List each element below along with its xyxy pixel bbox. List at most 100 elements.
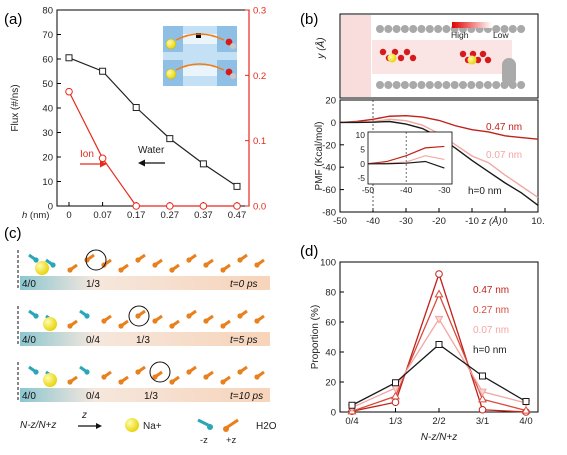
y-right-tick-label: 0.0 <box>253 202 266 213</box>
channel-bar <box>20 276 270 290</box>
plus-z-legend: +z <box>226 435 237 446</box>
panel-a-label: (a) <box>4 11 22 28</box>
y-tick-label: 30 <box>42 128 53 139</box>
x-tick-label: -40 <box>366 216 380 227</box>
data-point-water <box>65 54 73 62</box>
wall-atom <box>384 25 393 33</box>
water-oxygen-icon <box>203 318 209 324</box>
frame-time-label: t=0 ps <box>230 279 258 290</box>
y-tick-label: 20 <box>325 96 336 107</box>
y-right-tick-label: 0.1 <box>253 136 266 147</box>
water-oxygen-icon <box>101 318 107 324</box>
channel-pore-top <box>183 34 217 44</box>
highlight-ring <box>128 305 150 327</box>
water-oxygen-icon <box>135 257 141 263</box>
data-point-water <box>233 182 241 190</box>
wall-atom <box>417 25 426 33</box>
inset-pmf-line <box>368 160 445 169</box>
data-point-water <box>199 160 207 168</box>
wall-atom <box>517 81 526 89</box>
water-molecule-icon <box>225 38 233 46</box>
water-arrow-head <box>138 159 145 167</box>
highlight-ring <box>85 249 107 271</box>
water-oxygen-icon <box>33 257 39 263</box>
pmf-series-label: 0.47 nm <box>486 122 522 133</box>
y-tick-label: -80 <box>322 208 336 219</box>
snapshot-frame: 4/0 0/4 1/3 t=10 ps <box>17 361 270 402</box>
y-tick-label: 60 <box>42 55 53 66</box>
water-oxygen-icon <box>118 267 124 273</box>
water-molecule-icon <box>230 73 236 79</box>
wall-atom <box>376 81 384 89</box>
y-right-tick-label: 0.2 <box>253 71 266 82</box>
x-tick-label: 4/0 <box>519 416 532 427</box>
series-label: 0.07 nm <box>473 325 509 336</box>
channel-bar <box>20 388 270 402</box>
frame-left-label: 4/0 <box>22 279 36 290</box>
inset-x-tick-label: -30 <box>438 185 451 195</box>
wall-atom <box>392 81 401 89</box>
water-oxygen-icon <box>101 374 107 380</box>
series-label: h=0 nm <box>473 345 507 356</box>
heatmap-ylabel: y (Å) <box>314 37 327 59</box>
data-point-square <box>479 372 486 380</box>
y-tick-label: 20 <box>42 153 53 164</box>
panel-c-illustration: 4/0 1/3 t=0 ps 4/0 0/4 1/3 t=5 ps 4/0 0/4 1/3 t=10… <box>17 249 277 446</box>
x-tick-label: 0 <box>502 216 507 227</box>
panel-a-xlabel-var: h <box>22 210 27 221</box>
frame-left-label: 4/0 <box>22 391 36 402</box>
water-oxygen-icon <box>84 369 90 375</box>
wall-atom <box>425 25 434 33</box>
data-point-triangle-down <box>434 315 444 324</box>
water-oxygen-icon <box>203 262 209 268</box>
panel-d-chart: 0 20 40 60 80 100 0/4 1/3 2/2 3/1 4/0 0.47 nm 0.27… <box>310 258 539 443</box>
wall-atom <box>483 81 492 89</box>
pmf-xlabel: z (Å) <box>481 216 502 227</box>
inset-pmf-line <box>367 145 445 165</box>
na-ion-icon <box>125 418 139 432</box>
snapshot-frame: 4/0 1/3 t=0 ps <box>17 249 270 290</box>
ion-label: Ion <box>80 149 94 160</box>
water-molecule-icon <box>230 43 236 49</box>
water-oxygen-icon <box>169 267 175 273</box>
data-point-circle <box>435 270 443 278</box>
ratio-legend: N-z/N+z <box>20 420 56 431</box>
water-oxygen-icon <box>33 313 39 319</box>
snapshot-frame: 4/0 0/4 1/3 t=5 ps <box>17 305 270 346</box>
data-point-circle <box>478 405 487 414</box>
data-point-square <box>348 401 356 409</box>
water-oxygen-icon <box>237 369 243 375</box>
y-tick-label: 40 <box>42 104 53 115</box>
water-oxygen-icon <box>152 374 158 380</box>
x-tick-label: -10 <box>465 216 479 227</box>
data-point-square <box>392 379 399 387</box>
water-molecule-icon <box>225 68 233 76</box>
x-tick-label: 0.47 <box>228 210 247 221</box>
water-label: Water <box>138 145 165 156</box>
na-ion-icon <box>165 68 177 80</box>
water-oxygen-icon <box>152 262 158 268</box>
water-legend: H2O <box>256 421 277 432</box>
water-oxygen-icon <box>135 369 141 375</box>
y-tick-label: 20 <box>325 378 336 389</box>
x-tick-label: -50 <box>333 216 347 227</box>
y-tick-label: 50 <box>42 79 53 90</box>
wall-atom <box>376 25 384 33</box>
panel-a-xlabel-unit: (nm) <box>27 210 49 221</box>
data-point-ion <box>199 202 208 210</box>
water-oxygen-icon <box>254 374 260 380</box>
water-molecule <box>484 56 492 64</box>
panel-c-label: (c) <box>4 225 22 242</box>
water-molecule <box>391 48 399 56</box>
frame-time-label: t=5 ps <box>230 335 258 346</box>
water-oxygen-icon <box>254 318 260 324</box>
frame-right-label: 1/3 <box>144 391 158 402</box>
data-point-ion <box>132 202 140 210</box>
na-ion-icon <box>43 317 57 331</box>
water-oxygen-icon <box>220 379 226 385</box>
y-tick-label: 80 <box>42 6 53 17</box>
y-tick-label: 80 <box>325 288 336 299</box>
na-ion <box>387 53 397 63</box>
heatmap-colorbar <box>452 22 492 28</box>
